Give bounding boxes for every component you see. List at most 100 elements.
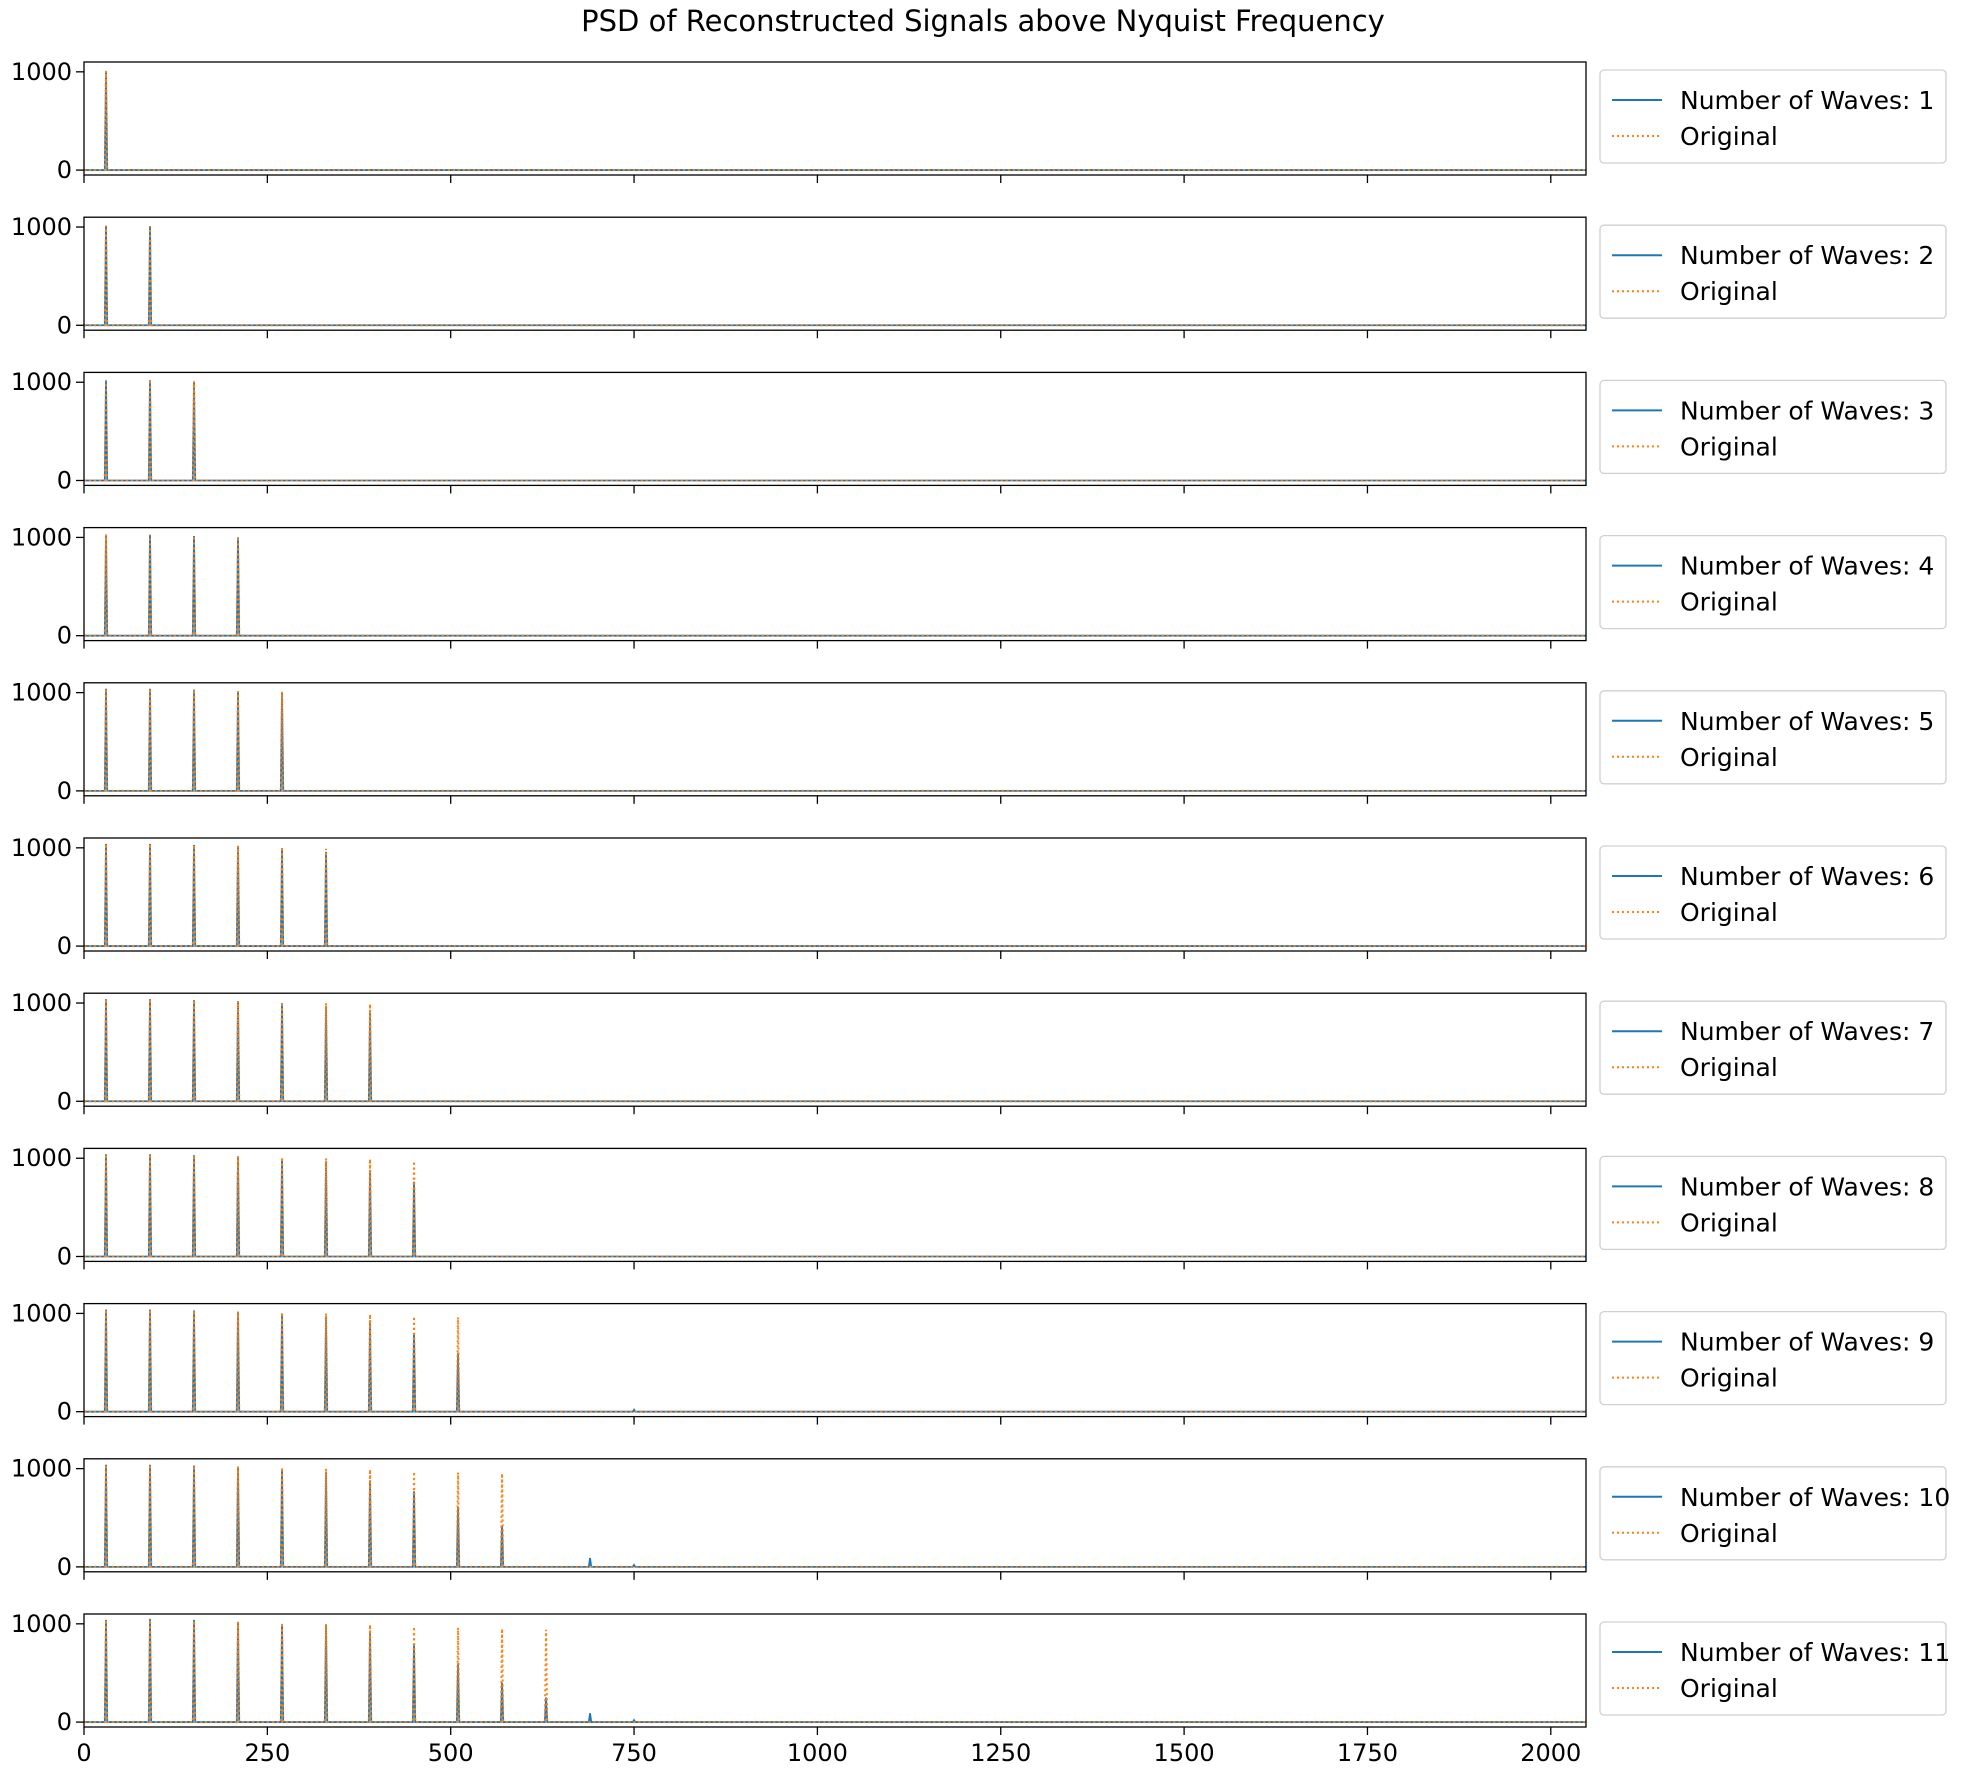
- axes-frame: [83, 837, 1587, 952]
- y-tick-label: 1000: [11, 213, 72, 241]
- x-tick-label: 250: [244, 1739, 290, 1767]
- y-tick-label: 1000: [11, 1144, 72, 1172]
- axes-frame: [83, 61, 1587, 176]
- legend-box: [1599, 224, 1947, 319]
- original-series-line: [84, 1619, 1586, 1724]
- original-series-line: [84, 999, 1586, 1103]
- legend-box: [1599, 1155, 1947, 1251]
- y-tick-label: 0: [57, 1087, 72, 1115]
- panel-2: 0 1000 Number of Waves: 2 Original: [11, 213, 1947, 339]
- y-tick-label: 1000: [11, 1610, 72, 1638]
- legend-box: [1599, 379, 1947, 475]
- plot-area: [84, 1618, 1586, 1724]
- y-tick-label: 0: [57, 311, 72, 339]
- legend-label: Original: [1680, 743, 1778, 772]
- legend-label: Original: [1680, 1519, 1778, 1548]
- y-tick-label: 1000: [11, 1299, 72, 1327]
- legend-label: Number of Waves: 7: [1680, 1017, 1934, 1046]
- panel-9: 0 1000 Number of Waves: 9 Original: [11, 1299, 1947, 1426]
- legend-box: [1599, 845, 1947, 940]
- x-tick-label: 500: [428, 1739, 474, 1767]
- panel-8: 0 1000 Number of Waves: 8 Original: [11, 1144, 1947, 1270]
- plot-area: [84, 999, 1586, 1103]
- reconstructed-series-line: [84, 1618, 1586, 1723]
- original-series-line: [84, 225, 1586, 327]
- y-tick-label: 1000: [11, 368, 72, 396]
- legend-label: Original: [1680, 122, 1778, 151]
- x-tick-label: 0: [76, 1739, 91, 1767]
- reconstructed-series-line: [84, 534, 1586, 637]
- legend: Number of Waves: 4 Original: [1599, 534, 1947, 630]
- legend-label: Original: [1680, 1053, 1778, 1082]
- legend-label: Original: [1680, 432, 1778, 461]
- plot-area: [84, 843, 1586, 948]
- axes-frame: [83, 1458, 1587, 1573]
- x-tick-label: 1000: [787, 1739, 848, 1767]
- reconstructed-series-line: [84, 1154, 1586, 1258]
- reconstructed-series-line: [84, 71, 1586, 171]
- axes-frame: [83, 992, 1587, 1107]
- reconstructed-series-line: [84, 999, 1586, 1103]
- plot-area: [84, 70, 1586, 172]
- y-tick-label: 0: [57, 622, 72, 650]
- panel-10: 0 1000 Number of Waves: 10 Original: [11, 1455, 1950, 1581]
- reconstructed-series-line: [84, 380, 1586, 482]
- panel-4: 0 1000 Number of Waves: 4 Original: [11, 523, 1947, 650]
- original-series-line: [84, 70, 1586, 172]
- x-tick-label: 1250: [970, 1739, 1031, 1767]
- panel-3: 0 1000 Number of Waves: 3 Original: [11, 368, 1947, 494]
- y-tick-label: 0: [57, 1398, 72, 1426]
- legend: Number of Waves: 6 Original: [1599, 845, 1947, 940]
- axes-frame: [83, 526, 1587, 642]
- original-series-line: [84, 1154, 1586, 1258]
- y-tick-label: 0: [57, 1708, 72, 1736]
- legend-label: Number of Waves: 9: [1680, 1328, 1934, 1357]
- legend-box: [1599, 1621, 1947, 1716]
- legend: Number of Waves: 2 Original: [1599, 224, 1947, 319]
- original-series-line: [84, 534, 1586, 637]
- legend-box: [1599, 1466, 1947, 1561]
- y-tick-label: 1000: [11, 679, 72, 707]
- legend-label: Number of Waves: 3: [1680, 396, 1934, 425]
- y-tick-label: 1000: [11, 58, 72, 86]
- y-tick-label: 0: [57, 466, 72, 494]
- legend-label: Number of Waves: 10: [1680, 1483, 1950, 1512]
- x-tick-label: 750: [611, 1739, 657, 1767]
- legend-label: Number of Waves: 5: [1680, 707, 1934, 736]
- x-tick-label: 1500: [1154, 1739, 1215, 1767]
- y-tick-label: 0: [57, 1242, 72, 1270]
- panel-7: 0 1000 Number of Waves: 7 Original: [11, 989, 1947, 1115]
- original-series-line: [84, 1309, 1586, 1413]
- plot-area: [84, 225, 1586, 327]
- original-series-line: [84, 1464, 1586, 1568]
- legend: Number of Waves: 3 Original: [1599, 379, 1947, 475]
- legend-label: Original: [1680, 588, 1778, 617]
- y-tick-label: 1000: [11, 1455, 72, 1483]
- axes-frame: [83, 371, 1587, 487]
- x-tick-label: 2000: [1520, 1739, 1581, 1767]
- legend: Number of Waves: 9 Original: [1599, 1310, 1947, 1406]
- y-tick-label: 0: [57, 932, 72, 960]
- chart-title: PSD of Reconstructed Signals above Nyqui…: [581, 4, 1385, 38]
- axes-frame: [83, 1147, 1587, 1263]
- reconstructed-series-line: [84, 1464, 1586, 1568]
- legend-label: Original: [1680, 277, 1778, 306]
- original-series-line: [84, 379, 1586, 482]
- plot-area: [84, 1309, 1586, 1413]
- legend: Number of Waves: 1 Original: [1599, 69, 1947, 164]
- original-series-line: [84, 688, 1586, 792]
- panel-1: 0 1000 Number of Waves: 1 Original: [11, 58, 1947, 184]
- legend: Number of Waves: 10 Original: [1599, 1466, 1950, 1561]
- legend-label: Number of Waves: 6: [1680, 862, 1934, 891]
- legend-label: Number of Waves: 11: [1680, 1638, 1950, 1667]
- x-tick-label: 1750: [1337, 1739, 1398, 1767]
- legend-box: [1599, 1000, 1947, 1095]
- panel-6: 0 1000 Number of Waves: 6 Original: [11, 834, 1947, 960]
- legend-label: Number of Waves: 4: [1680, 552, 1934, 581]
- legend-label: Number of Waves: 1: [1680, 86, 1934, 115]
- axes-frame: [83, 1302, 1587, 1418]
- y-tick-label: 1000: [11, 834, 72, 862]
- y-tick-label: 0: [57, 777, 72, 805]
- legend-box: [1599, 534, 1947, 630]
- plot-area: [84, 688, 1586, 792]
